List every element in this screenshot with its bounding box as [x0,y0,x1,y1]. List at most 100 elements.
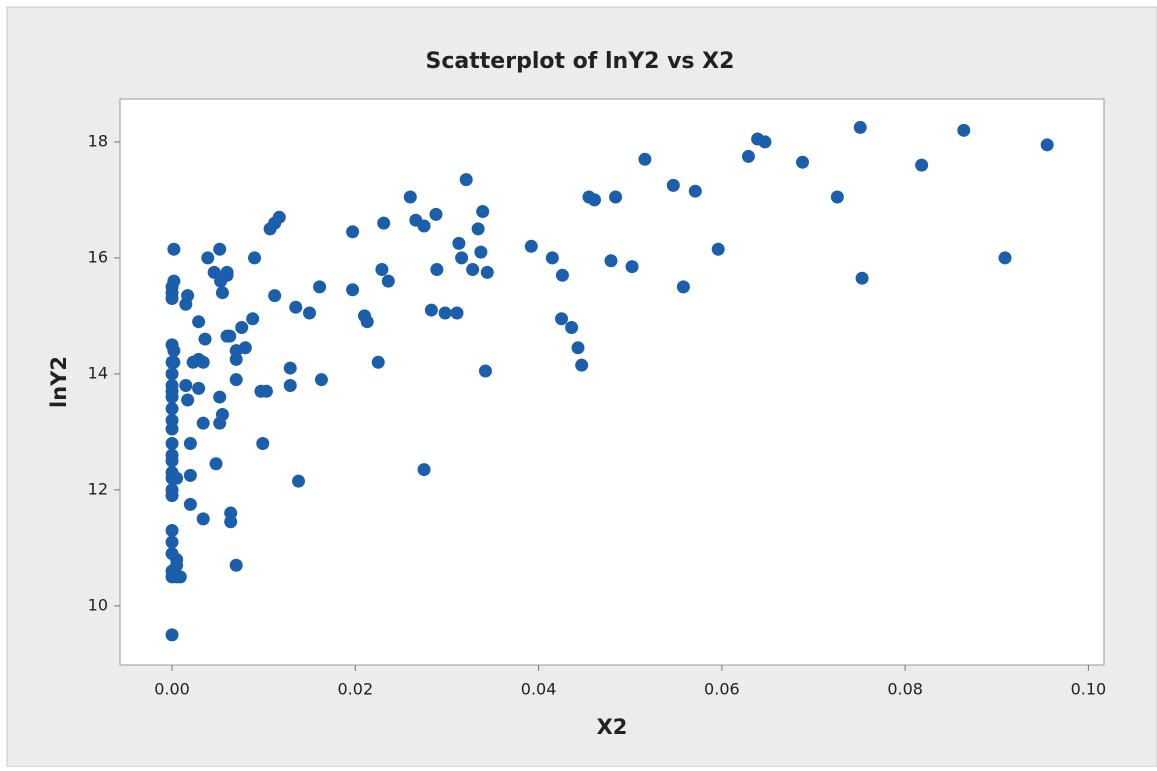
point [471,222,485,236]
point [403,190,417,204]
point [957,123,971,137]
point [555,312,569,326]
point [459,173,473,187]
point [303,306,317,320]
point [167,274,181,288]
point [183,497,197,511]
point [196,416,210,430]
point [474,245,488,259]
point [170,552,184,566]
point [438,306,452,320]
point [201,251,215,265]
point [165,535,179,549]
point [192,381,206,395]
point [478,364,492,378]
point [476,205,490,219]
point [268,289,282,303]
point [209,457,223,471]
point [292,474,306,488]
point [165,483,179,497]
point [676,280,690,294]
point [545,251,559,265]
point [587,193,601,207]
point [165,448,179,462]
point [625,260,639,274]
point [167,344,181,358]
point [360,315,374,329]
point [424,303,438,317]
point [741,149,755,163]
point [213,242,227,256]
point [283,378,297,392]
point [375,262,389,276]
point [480,265,494,279]
point [181,289,195,303]
point [192,315,206,329]
x-tick-label: 0.06 [704,680,740,699]
point [213,390,227,404]
point [830,190,844,204]
y-tick-label: 14 [88,363,108,382]
point [565,320,579,334]
point [165,523,179,537]
point [183,436,197,450]
point [452,236,466,250]
point [167,355,181,369]
point [346,283,360,297]
y-axis-label: lnY2 [47,356,71,408]
point [165,367,179,381]
point [604,254,618,268]
point [248,251,262,265]
point [524,239,538,253]
point [855,271,869,285]
point [381,274,395,288]
point [417,463,431,477]
point [915,158,929,172]
point [229,352,243,366]
point [283,361,297,375]
point [1040,138,1054,152]
x-axis-label: X2 [597,715,628,739]
point [235,320,249,334]
point [313,280,327,294]
y-tick-label: 12 [88,479,108,498]
point [181,393,195,407]
point [179,378,193,392]
point [430,262,444,276]
point [314,373,328,387]
point [688,184,702,198]
point [466,262,480,276]
point [165,436,179,450]
point [215,407,229,421]
point [609,190,623,204]
point [256,436,270,450]
point [429,207,443,221]
point [220,268,234,282]
point [246,312,260,326]
chart-title: Scatterplot of lnY2 vs X2 [426,49,735,74]
point [165,402,179,416]
point [183,468,197,482]
point [289,300,303,314]
point [666,178,680,192]
point [215,286,229,300]
point [224,515,238,529]
point [417,219,431,233]
point [196,512,210,526]
y-tick-label: 16 [88,247,108,266]
point [173,570,187,584]
point [165,628,179,642]
point [229,373,243,387]
point [198,332,212,346]
point [998,251,1012,265]
x-tick-label: 0.04 [521,680,557,699]
point [455,251,469,265]
point [450,306,464,320]
point [238,341,252,355]
point [346,225,360,239]
y-tick-label: 18 [88,131,108,150]
point [170,471,184,485]
point [259,384,273,398]
point [555,268,569,282]
